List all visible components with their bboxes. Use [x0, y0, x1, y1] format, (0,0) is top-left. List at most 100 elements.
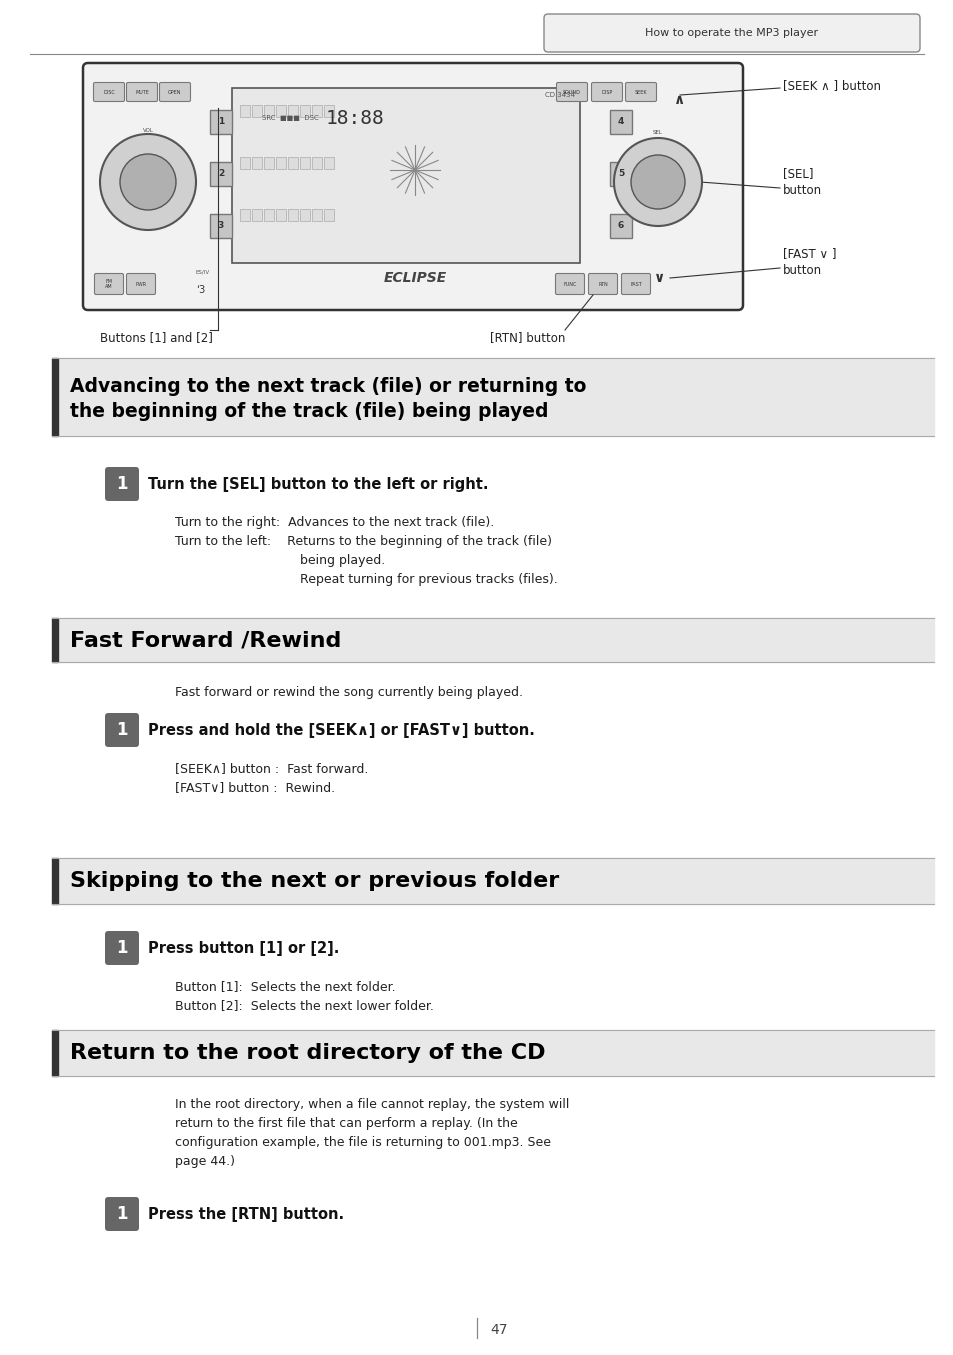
Text: Skipping to the next or previous folder: Skipping to the next or previous folder [70, 871, 558, 892]
Text: SEL: SEL [653, 130, 662, 134]
Bar [275, 104, 286, 117]
Bar [288, 104, 297, 117]
FancyBboxPatch shape [588, 274, 617, 294]
Bar [58, 1030, 933, 1076]
Text: Advancing to the next track (file) or returning to
the beginning of the track (f: Advancing to the next track (file) or re… [70, 378, 586, 420]
Text: Press and hold the [SEEK∧] or [FAST∨] button.: Press and hold the [SEEK∧] or [FAST∨] bu… [148, 722, 535, 737]
Text: being played.: being played. [299, 554, 385, 566]
Text: configuration example, the file is returning to 001.mp3. See: configuration example, the file is retur… [174, 1135, 551, 1149]
FancyBboxPatch shape [159, 83, 191, 102]
Circle shape [630, 154, 684, 209]
FancyBboxPatch shape [127, 83, 157, 102]
Bar [264, 104, 274, 117]
Text: 1: 1 [116, 939, 128, 957]
Text: 1: 1 [217, 117, 224, 126]
Text: MUTE: MUTE [135, 89, 149, 95]
Text: Press button [1] or [2].: Press button [1] or [2]. [148, 940, 339, 955]
Text: ∧: ∧ [674, 93, 685, 107]
Text: CD 3434: CD 3434 [544, 92, 575, 98]
Text: [SEL]
button: [SEL] button [782, 168, 821, 196]
Bar [210, 214, 232, 238]
FancyBboxPatch shape [105, 467, 139, 501]
Text: Turn the [SEL] button to the left or right.: Turn the [SEL] button to the left or rig… [148, 477, 488, 492]
FancyBboxPatch shape [127, 274, 155, 294]
Bar [52, 1030, 58, 1076]
Bar [312, 104, 322, 117]
Bar [52, 358, 58, 436]
Text: 6: 6 [618, 221, 623, 229]
Bar [210, 110, 232, 134]
FancyBboxPatch shape [591, 83, 622, 102]
Bar [312, 209, 322, 221]
Text: Button [1]:  Selects the next folder.: Button [1]: Selects the next folder. [174, 980, 395, 993]
Circle shape [100, 134, 195, 230]
Text: Fast Forward /Rewind: Fast Forward /Rewind [70, 630, 341, 650]
Text: ‘3: ‘3 [195, 285, 205, 295]
Text: return to the first file that can perform a replay. (In the: return to the first file that can perfor… [174, 1117, 517, 1130]
FancyBboxPatch shape [625, 83, 656, 102]
Bar [52, 618, 58, 663]
FancyBboxPatch shape [105, 931, 139, 965]
Bar [299, 157, 310, 169]
Bar [210, 163, 232, 186]
Text: FUNC: FUNC [562, 282, 576, 286]
Bar [58, 618, 933, 663]
Bar [58, 858, 933, 904]
Text: 5: 5 [618, 168, 623, 178]
Text: [SEEK∧] button :  Fast forward.: [SEEK∧] button : Fast forward. [174, 762, 368, 775]
Text: Fast forward or rewind the song currently being played.: Fast forward or rewind the song currentl… [174, 686, 522, 699]
Text: How to operate the MP3 player: How to operate the MP3 player [645, 28, 818, 38]
Bar [324, 157, 334, 169]
Text: FM
AM: FM AM [105, 279, 112, 290]
Bar [324, 104, 334, 117]
Bar [58, 358, 933, 436]
Text: SOUND: SOUND [562, 89, 580, 95]
Text: 4: 4 [618, 117, 623, 126]
Text: ∨: ∨ [654, 271, 665, 285]
Text: 1: 1 [116, 721, 128, 738]
Text: DISC: DISC [103, 89, 114, 95]
Bar [232, 88, 579, 263]
Text: 2: 2 [217, 168, 224, 178]
Text: OPEN: OPEN [168, 89, 182, 95]
Text: Press the [RTN] button.: Press the [RTN] button. [148, 1206, 344, 1221]
Text: Turn to the right:  Advances to the next track (file).: Turn to the right: Advances to the next … [174, 516, 494, 528]
Text: Repeat turning for previous tracks (files).: Repeat turning for previous tracks (file… [299, 573, 558, 585]
Text: 18:88: 18:88 [325, 108, 384, 127]
Text: In the root directory, when a file cannot replay, the system will: In the root directory, when a file canno… [174, 1098, 569, 1111]
Bar [288, 157, 297, 169]
Bar [288, 209, 297, 221]
Text: PWR: PWR [135, 282, 147, 286]
FancyBboxPatch shape [105, 1196, 139, 1230]
Text: [RTN] button: [RTN] button [490, 332, 565, 344]
Text: page 44.): page 44.) [174, 1154, 234, 1168]
Bar [299, 209, 310, 221]
Text: SEEK: SEEK [634, 89, 647, 95]
Bar [252, 157, 262, 169]
Text: [FAST∨] button :  Rewind.: [FAST∨] button : Rewind. [174, 780, 335, 794]
Text: Turn to the left:    Returns to the beginning of the track (file): Turn to the left: Returns to the beginni… [174, 535, 552, 547]
Text: RTN: RTN [598, 282, 607, 286]
Bar [240, 157, 250, 169]
Bar [240, 104, 250, 117]
FancyBboxPatch shape [556, 83, 587, 102]
FancyBboxPatch shape [543, 14, 919, 51]
Bar [312, 157, 322, 169]
FancyBboxPatch shape [83, 62, 742, 310]
Bar [609, 163, 631, 186]
FancyBboxPatch shape [620, 274, 650, 294]
Circle shape [614, 138, 701, 226]
Text: Return to the root directory of the CD: Return to the root directory of the CD [70, 1043, 545, 1064]
Text: 47: 47 [490, 1322, 507, 1337]
Bar [609, 214, 631, 238]
FancyBboxPatch shape [93, 83, 125, 102]
Bar [252, 104, 262, 117]
Text: 3: 3 [217, 221, 224, 229]
Text: 1: 1 [116, 1205, 128, 1224]
Bar [252, 209, 262, 221]
Bar [324, 209, 334, 221]
Text: [SEEK ∧ ] button: [SEEK ∧ ] button [782, 80, 880, 92]
FancyBboxPatch shape [94, 274, 123, 294]
Text: DISP: DISP [600, 89, 612, 95]
Text: FAST: FAST [630, 282, 641, 286]
